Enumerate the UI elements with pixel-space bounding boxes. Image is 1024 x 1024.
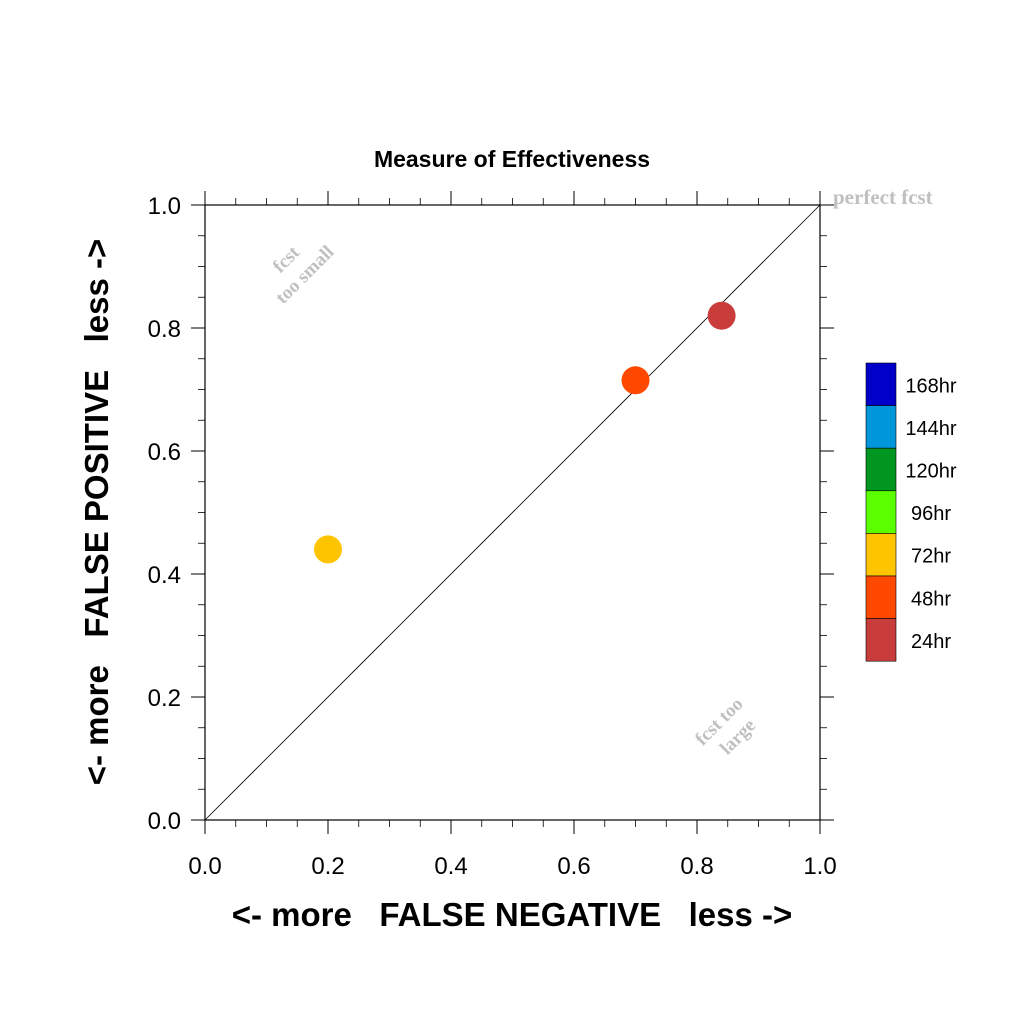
y-axis-label: <- more FALSE POSITIVE less -> [78, 239, 115, 786]
y-tick-label: 0.0 [148, 808, 181, 835]
x-tick-label: 0.6 [557, 853, 590, 880]
chart-title: Measure of Effectiveness [374, 146, 650, 172]
legend-label-168hr: 168hr [905, 375, 956, 397]
x-axis-label: <- more FALSE NEGATIVE less -> [232, 896, 793, 933]
legend-label-144hr: 144hr [905, 418, 956, 440]
y-tick-label: 0.8 [148, 316, 181, 343]
x-tick-label: 0.8 [680, 853, 713, 880]
x-tick-label: 0.0 [188, 853, 221, 880]
legend-label-48hr: 48hr [911, 588, 951, 610]
point-24hr [707, 301, 736, 330]
point-72hr [314, 535, 342, 564]
legend-label-24hr: 24hr [911, 631, 951, 653]
legend-label-72hr: 72hr [911, 546, 951, 568]
legend-label-96hr: 96hr [911, 503, 951, 525]
legend-swatch-48hr [865, 575, 897, 619]
legend-swatch-144hr [865, 405, 897, 449]
legend-swatch-168hr [865, 362, 897, 406]
legend-swatch-96hr [865, 490, 897, 534]
y-tick-label: 0.2 [148, 685, 181, 712]
y-tick-label: 1.0 [148, 193, 181, 220]
annotation-perfect-fcst: perfect fcst [833, 185, 933, 209]
annotation-too-large: fcst too large [691, 690, 768, 767]
x-tick-label: 0.2 [311, 853, 344, 880]
legend-swatch-72hr [865, 533, 897, 577]
annotation-too-small: fcst too small [255, 225, 339, 309]
x-tick-label: 0.4 [434, 853, 467, 880]
point-48hr [621, 366, 650, 395]
y-tick-label: 0.6 [148, 439, 181, 466]
x-tick-label: 1.0 [803, 853, 836, 880]
legend-swatch-120hr [865, 447, 897, 492]
y-tick-label: 0.4 [148, 562, 181, 589]
legend-swatch-24hr [865, 618, 897, 662]
legend-label-120hr: 120hr [905, 461, 956, 483]
